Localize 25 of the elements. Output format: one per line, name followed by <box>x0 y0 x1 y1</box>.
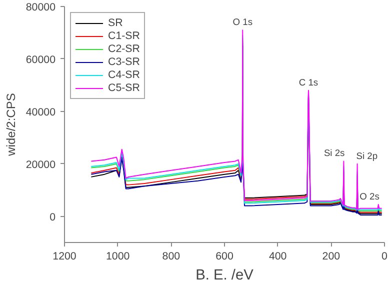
x-axis-title: B. E. /eV <box>196 268 254 284</box>
y-tick-label: 0 <box>50 211 56 224</box>
legend-label: C5-SR <box>108 82 140 94</box>
annotation: C 1s <box>298 77 318 88</box>
legend-label: SR <box>108 17 124 29</box>
x-tick-label: 1000 <box>106 250 130 262</box>
x-tick-label: 400 <box>268 250 287 262</box>
y-tick-label: 40000 <box>26 106 56 118</box>
y-axis-title: wide/2:CPS <box>4 93 18 157</box>
x-tick-label: 600 <box>216 250 234 262</box>
legend-label: C1-SR <box>108 30 140 42</box>
x-tick-label: 0 <box>382 250 388 262</box>
legend-label: C4-SR <box>108 69 140 81</box>
y-tick-label: 60000 <box>26 54 56 66</box>
annotation: O 2s <box>360 191 380 202</box>
x-tick-label: 1200 <box>52 250 76 262</box>
y-tick-label: 20000 <box>26 158 56 171</box>
annotation: O 1s <box>232 17 253 28</box>
y-tick-label: 80000 <box>26 2 56 14</box>
legend-label: C2-SR <box>108 43 140 55</box>
x-tick-label: 800 <box>162 250 180 262</box>
annotation: Si 2s <box>324 148 346 158</box>
legend-label: C3-SR <box>108 56 140 68</box>
annotation: Si 2p <box>356 150 378 161</box>
x-tick-label: 200 <box>322 250 340 262</box>
